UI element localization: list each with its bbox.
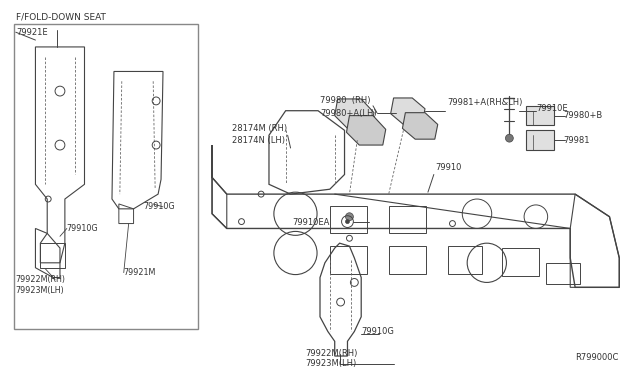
Bar [388, 246, 426, 273]
Bar [330, 206, 367, 233]
Text: 28174N (LH): 28174N (LH) [232, 136, 285, 145]
Text: 79922M(RH): 79922M(RH) [16, 275, 66, 284]
Text: R799000C: R799000C [575, 353, 618, 362]
Text: 79910G: 79910G [143, 202, 175, 211]
Text: 79910E: 79910E [536, 104, 568, 113]
Text: F/FOLD-DOWN SEAT: F/FOLD-DOWN SEAT [16, 13, 106, 22]
Polygon shape [403, 113, 438, 139]
Polygon shape [335, 99, 374, 128]
Bar [330, 246, 367, 273]
Text: 79923M(LH): 79923M(LH) [305, 359, 356, 368]
Text: 79922M(RH): 79922M(RH) [305, 349, 358, 357]
Circle shape [506, 134, 513, 142]
Bar [546, 263, 580, 285]
Polygon shape [390, 98, 425, 125]
Text: 79980  (RH): 79980 (RH) [320, 96, 371, 105]
Bar [447, 246, 482, 273]
Text: 79923M(LH): 79923M(LH) [16, 286, 65, 295]
Text: 79981: 79981 [563, 136, 590, 145]
Bar [388, 206, 426, 233]
Text: 79981+A(RH&LH): 79981+A(RH&LH) [447, 98, 523, 108]
Text: 79910G: 79910G [67, 224, 99, 233]
Text: 79910EA: 79910EA [292, 218, 330, 227]
Circle shape [346, 213, 353, 221]
Text: 79921E: 79921E [16, 28, 47, 37]
Circle shape [346, 219, 349, 224]
Text: 79910: 79910 [436, 163, 462, 172]
Bar [502, 248, 539, 276]
Polygon shape [526, 106, 554, 125]
Bar [14, 24, 198, 328]
Polygon shape [526, 130, 554, 150]
Text: 28174M (RH): 28174M (RH) [232, 124, 287, 133]
Text: 79980+A(LH): 79980+A(LH) [320, 109, 376, 118]
Text: 79910G: 79910G [361, 327, 394, 336]
Text: 79921M: 79921M [124, 268, 156, 277]
Text: 79980+B: 79980+B [563, 111, 603, 120]
Polygon shape [346, 116, 386, 145]
